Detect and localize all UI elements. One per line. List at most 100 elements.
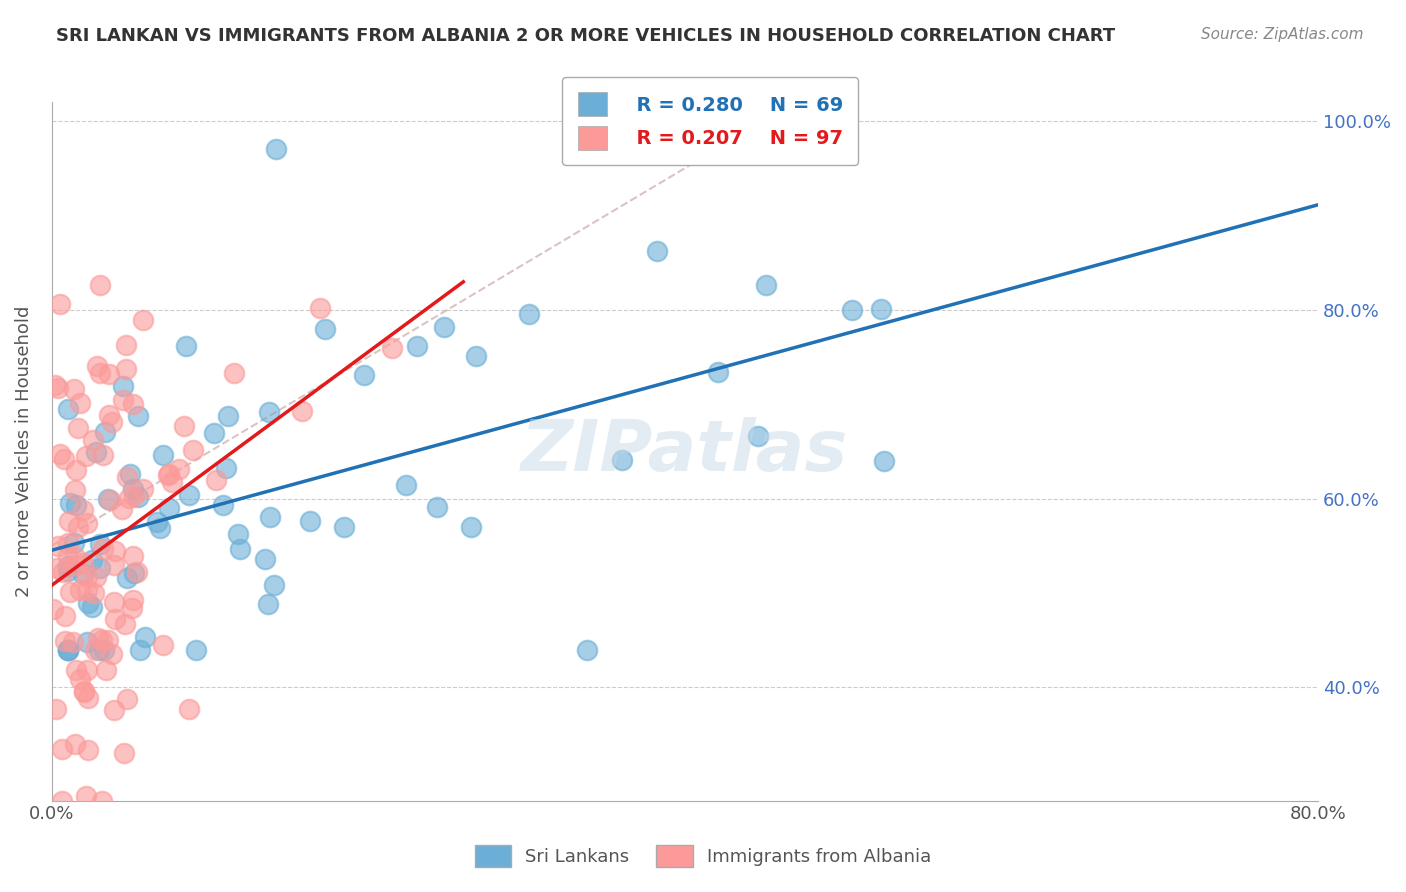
Point	[104, 612, 127, 626]
Point	[76, 516, 98, 531]
Point	[122, 482, 145, 496]
Point	[46, 539, 69, 553]
Point	[89, 536, 111, 550]
Point	[65, 463, 87, 477]
Point	[93, 425, 115, 439]
Point	[46, 561, 69, 575]
Point	[115, 470, 138, 484]
Point	[72, 556, 94, 570]
Point	[215, 460, 238, 475]
Point	[257, 597, 280, 611]
Point	[76, 635, 98, 649]
Point	[224, 367, 246, 381]
Point	[747, 429, 769, 443]
Point	[83, 585, 105, 599]
Point	[56, 549, 79, 563]
Point	[333, 520, 356, 534]
Point	[91, 448, 114, 462]
Point	[97, 408, 120, 422]
Point	[174, 339, 197, 353]
Point	[75, 789, 97, 803]
Point	[314, 322, 336, 336]
Point	[160, 475, 183, 490]
Point	[63, 483, 86, 497]
Point	[91, 794, 114, 808]
Point	[425, 500, 447, 515]
Point	[101, 416, 124, 430]
Point	[202, 426, 225, 441]
Point	[65, 498, 87, 512]
Point	[186, 642, 208, 657]
Point	[97, 367, 120, 381]
Point	[395, 478, 418, 492]
Point	[62, 634, 84, 648]
Point	[56, 401, 79, 416]
Point	[56, 642, 79, 657]
Point	[76, 569, 98, 583]
Point	[59, 585, 82, 599]
Point	[645, 244, 668, 259]
Point	[80, 600, 103, 615]
Point	[517, 307, 540, 321]
Point	[132, 313, 155, 327]
Y-axis label: 2 or more Vehicles in Household: 2 or more Vehicles in Household	[15, 306, 32, 597]
Point	[76, 691, 98, 706]
Point	[51, 742, 73, 756]
Point	[111, 378, 134, 392]
Point	[63, 550, 86, 565]
Point	[259, 510, 281, 524]
Point	[177, 702, 200, 716]
Point	[44, 378, 66, 392]
Point	[353, 368, 375, 382]
Point	[56, 536, 79, 550]
Legend:   R = 0.280    N = 69,   R = 0.207    N = 97: R = 0.280 N = 69, R = 0.207 N = 97	[562, 77, 858, 165]
Point	[152, 448, 174, 462]
Point	[55, 608, 77, 623]
Point	[117, 691, 139, 706]
Point	[104, 544, 127, 558]
Point	[179, 488, 201, 502]
Point	[127, 409, 149, 424]
Point	[122, 566, 145, 580]
Point	[125, 565, 148, 579]
Point	[103, 595, 125, 609]
Point	[118, 491, 141, 506]
Point	[157, 467, 180, 481]
Point	[103, 558, 125, 573]
Point	[56, 642, 79, 657]
Point	[112, 746, 135, 760]
Point	[872, 454, 894, 468]
Point	[76, 663, 98, 677]
Text: SRI LANKAN VS IMMIGRANTS FROM ALBANIA 2 OR MORE VEHICLES IN HOUSEHOLD CORRELATIO: SRI LANKAN VS IMMIGRANTS FROM ALBANIA 2 …	[56, 27, 1115, 45]
Point	[82, 433, 104, 447]
Point	[56, 642, 79, 657]
Point	[69, 582, 91, 597]
Point	[167, 461, 190, 475]
Point	[76, 596, 98, 610]
Point	[45, 702, 67, 716]
Point	[94, 663, 117, 677]
Point	[103, 703, 125, 717]
Point	[465, 349, 488, 363]
Point	[115, 338, 138, 352]
Point	[97, 492, 120, 507]
Point	[114, 617, 136, 632]
Point	[80, 553, 103, 567]
Point	[69, 672, 91, 686]
Point	[100, 647, 122, 661]
Point	[610, 453, 633, 467]
Point	[145, 515, 167, 529]
Point	[460, 519, 482, 533]
Point	[52, 451, 75, 466]
Point	[51, 794, 73, 808]
Point	[309, 301, 332, 315]
Point	[226, 526, 249, 541]
Point	[86, 359, 108, 374]
Point	[89, 560, 111, 574]
Point	[65, 558, 87, 572]
Point	[132, 482, 155, 496]
Point	[69, 396, 91, 410]
Point	[56, 564, 79, 578]
Point	[73, 685, 96, 699]
Point	[89, 366, 111, 380]
